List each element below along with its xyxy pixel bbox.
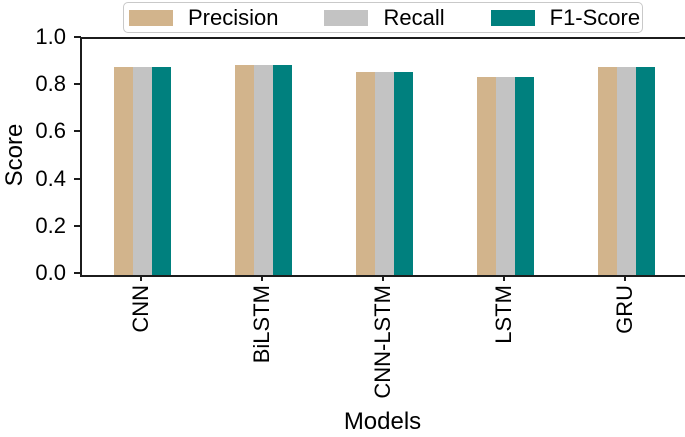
x-tick-mark bbox=[623, 275, 626, 281]
bar-cnn-lstm-recall bbox=[375, 72, 394, 275]
y-axis-title: Score bbox=[1, 123, 28, 187]
y-tick-mark bbox=[74, 83, 81, 86]
bar-cnn-recall bbox=[133, 67, 152, 275]
bar-gru-f1-score bbox=[636, 67, 655, 275]
bar-bilstm-precision bbox=[235, 64, 254, 275]
bar-cnn-precision bbox=[114, 67, 133, 275]
y-tick-label: 1.0 bbox=[35, 24, 66, 49]
y-tick-mark bbox=[74, 130, 81, 133]
bar-gru-recall bbox=[617, 67, 636, 275]
bar-lstm-precision bbox=[477, 76, 496, 275]
legend-item-f1-score: F1-Score bbox=[490, 4, 641, 31]
y-tick-mark bbox=[74, 177, 81, 180]
legend-item-recall: Recall bbox=[324, 4, 445, 31]
y-tick-mark bbox=[74, 224, 81, 227]
bar-bilstm-recall bbox=[254, 64, 273, 275]
plot-area bbox=[80, 37, 685, 277]
bar-cnn-f1-score bbox=[152, 67, 171, 275]
y-tick-label: 0.6 bbox=[35, 118, 66, 144]
bar-bilstm-f1-score bbox=[273, 64, 292, 275]
legend-swatch-recall bbox=[324, 9, 369, 26]
x-tick-label-lstm: LSTM bbox=[490, 285, 516, 344]
y-tick-label: 0.4 bbox=[35, 165, 66, 191]
legend-label: Precision bbox=[188, 4, 279, 30]
bar-lstm-recall bbox=[496, 76, 515, 275]
y-tick-mark bbox=[74, 36, 81, 38]
bar-lstm-f1-score bbox=[515, 76, 534, 275]
bar-group-bilstm bbox=[235, 64, 292, 275]
bar-group-gru bbox=[598, 67, 655, 275]
bar-group-cnn bbox=[114, 67, 171, 275]
y-tick-label: 0.8 bbox=[35, 71, 66, 97]
x-tick-label-cnn: CNN bbox=[127, 285, 153, 333]
legend-label: F1-Score bbox=[549, 4, 641, 30]
y-tick-label: 0.2 bbox=[35, 212, 66, 238]
x-tick-label-gru: GRU bbox=[611, 285, 637, 334]
legend-swatch-precision bbox=[129, 9, 173, 26]
x-axis-title: Models bbox=[343, 408, 422, 435]
legend-swatch-f1-score bbox=[490, 9, 535, 26]
x-tick-mark bbox=[139, 275, 142, 281]
bar-group-lstm bbox=[477, 76, 534, 275]
bar-gru-precision bbox=[598, 67, 617, 275]
legend: Precision Recall F1-Score bbox=[123, 2, 643, 33]
bar-group-cnn-lstm bbox=[356, 72, 413, 275]
x-tick-mark bbox=[260, 275, 263, 281]
y-tick-label: 0.0 bbox=[35, 260, 66, 285]
bar-cnn-lstm-precision bbox=[356, 72, 375, 275]
x-tick-mark bbox=[502, 275, 505, 281]
legend-label: Recall bbox=[383, 4, 445, 30]
y-tick-mark bbox=[74, 272, 81, 274]
x-tick-mark bbox=[381, 275, 384, 281]
x-tick-label-cnn-lstm: CNN-LSTM bbox=[369, 285, 395, 399]
bar-cnn-lstm-f1-score bbox=[394, 72, 413, 275]
x-tick-label-bilstm: BiLSTM bbox=[248, 285, 274, 364]
legend-item-precision: Precision bbox=[129, 5, 278, 31]
